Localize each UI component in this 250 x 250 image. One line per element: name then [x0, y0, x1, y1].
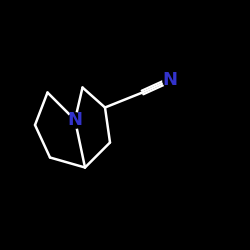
Text: N: N: [162, 71, 178, 89]
Text: N: N: [68, 111, 82, 129]
